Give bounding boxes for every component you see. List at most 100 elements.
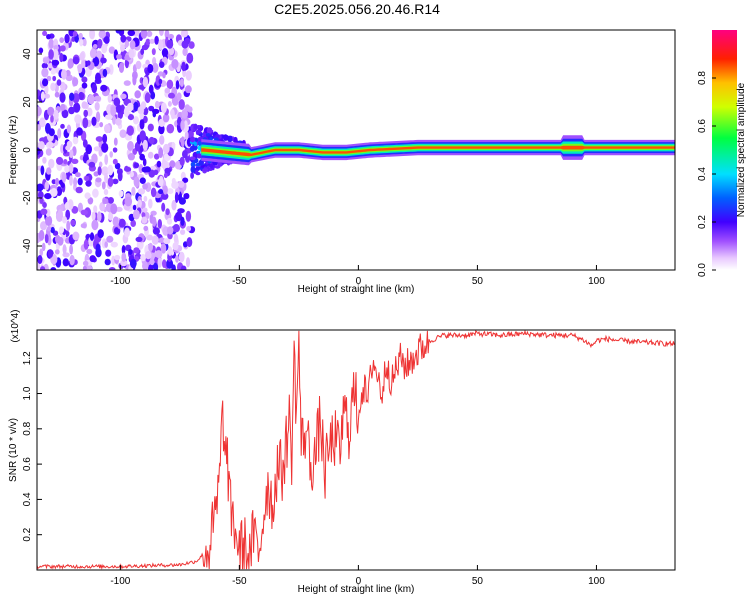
spectrogram-cell (190, 136, 196, 143)
spectrogram-cell (63, 159, 68, 165)
colorbar-gradient (712, 30, 737, 270)
snr-y-label: SNR (10 * v/v) (8, 418, 19, 482)
spectrogram-cell (137, 106, 144, 114)
spectrogram-cell (124, 196, 133, 207)
spectrogram-cell (127, 141, 134, 151)
spectrogram-cell (142, 76, 149, 88)
spectrogram-cell (171, 181, 179, 189)
spectrogram-cell (165, 208, 170, 216)
spectrogram-cell (114, 227, 120, 235)
spectrogram-cell (37, 124, 41, 131)
spectrogram-cell (162, 185, 168, 195)
spectrogram-cell (81, 67, 86, 76)
spectrogram-cell (137, 199, 142, 208)
spectrogram-cell (70, 219, 76, 226)
spectrogram-cell (42, 78, 49, 87)
spectrogram-cell (55, 234, 61, 244)
spectrogram-cell (64, 202, 70, 210)
spectrogram-cell (166, 258, 174, 269)
spectrogram-cell (153, 262, 159, 270)
spectrogram-cell (158, 78, 163, 85)
spectrogram-cell (114, 254, 121, 261)
spectrogram-cell (133, 176, 140, 188)
spectrogram-cell (77, 177, 83, 186)
snr-y-scale-label: (x10^4) (10, 309, 21, 342)
y-tick-label: -40 (22, 238, 33, 253)
spectrogram-cell (44, 93, 50, 99)
y-tick-label: 0.4 (22, 492, 33, 506)
spectrogram-cell (151, 62, 159, 73)
spectrogram-cell (98, 161, 103, 168)
spectrogram-cell (202, 168, 209, 172)
spectrogram-cell (60, 81, 66, 91)
spectrogram-cell (127, 114, 134, 121)
spectrogram-cell (118, 190, 124, 198)
spectrogram-cell (61, 109, 69, 119)
spectrogram-cell (72, 31, 78, 37)
spectrogram-cell (42, 156, 47, 164)
spectrogram-cell (62, 258, 69, 267)
y-tick-label: 1.2 (22, 351, 33, 365)
spectrogram-cell (65, 69, 71, 77)
spectrogram-cell (160, 243, 167, 254)
spectrogram-cell (115, 30, 122, 34)
spectrogram-cell (112, 216, 119, 227)
spectrogram-cell (83, 109, 88, 118)
spectrogram-band (201, 145, 675, 157)
spectrogram-cell (81, 82, 88, 89)
spectrogram-cell (39, 196, 44, 204)
spectrogram-cell (177, 208, 185, 214)
spectrogram-cell (135, 60, 142, 70)
spectrogram-cell (59, 45, 66, 52)
spectrogram-cell (185, 156, 190, 162)
spectrogram-cell (95, 243, 101, 253)
spectrogram-cell (69, 92, 75, 102)
spectrogram-cell (143, 225, 149, 232)
colorbar-tick-label: 0.4 (697, 167, 708, 181)
spectrogram-cell (101, 43, 108, 54)
spectrogram-cell (209, 163, 214, 168)
spectrogram-cell (82, 38, 87, 47)
spectrogram-cell (134, 90, 141, 99)
spectrogram-cell (69, 149, 74, 158)
spectrogram-cell (159, 135, 165, 145)
x-tick-label: 0 (356, 276, 362, 287)
spectrogram-cell (158, 39, 164, 51)
spectrogram-cell (46, 34, 51, 40)
spectrogram-cell (149, 38, 155, 44)
spectrogram-cell (39, 117, 46, 128)
spectrogram-cell (132, 209, 140, 220)
spectrogram-cell (112, 115, 117, 125)
spectrogram-cell (181, 109, 188, 119)
spectrogram-cell (54, 249, 60, 255)
spectrogram-cell (40, 266, 46, 270)
spectrogram-cell (126, 125, 134, 136)
spectrogram-cell (102, 68, 108, 78)
spectrogram-cell (53, 109, 59, 120)
spectrogram-cell (162, 143, 170, 154)
spectrogram-cell (38, 47, 44, 54)
spectrogram-cell (168, 47, 175, 56)
spectrogram-cell (108, 267, 116, 270)
spectrogram-cell (141, 216, 148, 224)
spectrogram-cell (145, 251, 152, 260)
spectrogram-cell (185, 210, 192, 222)
spectrogram-cell (164, 30, 170, 40)
y-tick-label: 20 (22, 96, 33, 108)
spectrogram-cell (132, 204, 137, 211)
spectrogram-cell (190, 166, 196, 173)
spectrogram-cell (45, 122, 51, 134)
spectrogram-cell (50, 188, 58, 197)
spectrogram-cell (98, 30, 106, 39)
spectrogram-cell (85, 144, 92, 155)
spectrogram-cell (206, 127, 213, 134)
spectrogram-cell (176, 92, 182, 101)
spectrogram-cell (103, 189, 109, 196)
spectrogram-cell (69, 244, 73, 255)
spectrogram-cell (86, 248, 93, 255)
spectrogram-cell (124, 166, 132, 172)
x-tick-label: -100 (110, 576, 130, 587)
spectrogram-cell (40, 208, 48, 215)
spectrogram-cell (82, 139, 88, 148)
